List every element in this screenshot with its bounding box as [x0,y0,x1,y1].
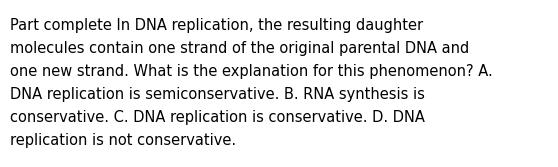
Text: replication is not conservative.: replication is not conservative. [10,133,236,148]
Text: one new strand. What is the explanation for this phenomenon? A.: one new strand. What is the explanation … [10,64,493,79]
Text: molecules contain one strand of the original parental DNA and: molecules contain one strand of the orig… [10,41,469,56]
Text: conservative. C. DNA replication is conservative. D. DNA: conservative. C. DNA replication is cons… [10,110,425,125]
Text: Part complete In DNA replication, the resulting daughter: Part complete In DNA replication, the re… [10,18,423,33]
Text: DNA replication is semiconservative. B. RNA synthesis is: DNA replication is semiconservative. B. … [10,87,425,102]
